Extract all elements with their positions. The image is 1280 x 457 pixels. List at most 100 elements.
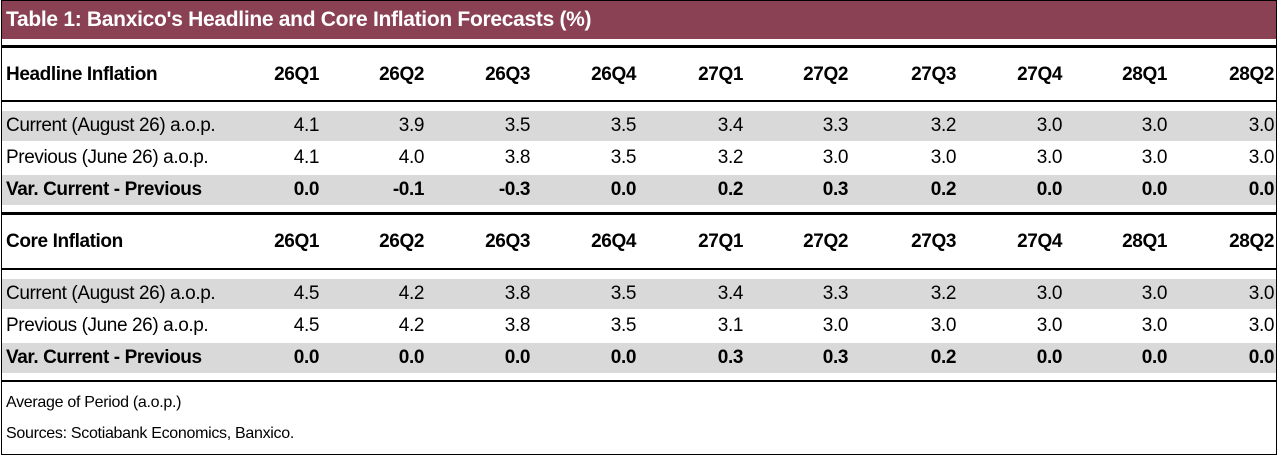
table-cell: 3.2: [930, 283, 957, 304]
divider: [2, 380, 1276, 382]
column-header: 26Q4: [591, 231, 636, 252]
table-cell: 3.5: [610, 315, 637, 336]
table-cell: 4.5: [293, 315, 320, 336]
table-cell: 3.0: [1141, 315, 1168, 336]
table-cell: 0.3: [822, 179, 849, 200]
table-row: Var. Current - Previous 0.0 0.0 0.0 0.0 …: [2, 343, 1276, 373]
table-cell: 0.0: [293, 347, 320, 368]
column-header: 28Q2: [1229, 64, 1274, 85]
divider: [2, 100, 1276, 102]
table-cell: 0.0: [610, 179, 637, 200]
table-cell: 4.1: [293, 115, 320, 136]
table-cell: 3.9: [398, 115, 425, 136]
column-header: 26Q1: [274, 64, 319, 85]
table-cell: 3.4: [717, 283, 744, 304]
table-cell: 4.2: [398, 283, 425, 304]
row-label: Var. Current - Previous: [6, 347, 202, 368]
row-label: Var. Current - Previous: [6, 179, 202, 200]
table-cell: 0.0: [1141, 347, 1168, 368]
table-cell: 3.0: [1036, 283, 1063, 304]
table-cell: 0.0: [1248, 179, 1275, 200]
row-label: Previous (June 26) a.o.p.: [6, 315, 209, 336]
table-cell: 3.4: [717, 115, 744, 136]
column-header: 27Q4: [1017, 231, 1062, 252]
table-cell: 0.0: [1248, 347, 1275, 368]
section-header-core: Core Inflation 26Q1 26Q2 26Q3 26Q4 27Q1 …: [2, 218, 1276, 266]
table-row: Previous (June 26) a.o.p. 4.1 4.0 3.8 3.…: [2, 143, 1276, 173]
table-cell: 3.8: [504, 283, 531, 304]
column-header: 27Q3: [911, 64, 956, 85]
table-cell: 0.0: [504, 347, 531, 368]
table-row: Previous (June 26) a.o.p. 4.5 4.2 3.8 3.…: [2, 311, 1276, 341]
column-header: 27Q2: [803, 64, 848, 85]
footnote-aop: Average of Period (a.o.p.): [6, 394, 182, 411]
table-cell: 3.0: [822, 315, 849, 336]
row-label: Current (August 26) a.o.p.: [6, 115, 216, 136]
column-header: 28Q2: [1229, 231, 1274, 252]
table-cell: 0.0: [1036, 347, 1063, 368]
table-cell: -0.1: [392, 179, 425, 200]
section-title: Core Inflation: [6, 231, 123, 252]
table-cell: 3.3: [822, 115, 849, 136]
table-cell: 3.0: [930, 147, 957, 168]
table-cell: 4.2: [398, 315, 425, 336]
column-header: 28Q1: [1122, 64, 1167, 85]
table-cell: 3.8: [504, 147, 531, 168]
section-title: Headline Inflation: [6, 64, 158, 85]
table-cell: 3.0: [1141, 115, 1168, 136]
row-label: Current (August 26) a.o.p.: [6, 283, 216, 304]
column-header: 26Q2: [379, 64, 424, 85]
table-cell: 3.0: [1248, 115, 1275, 136]
table-cell: 0.3: [717, 347, 744, 368]
column-header: 26Q1: [274, 231, 319, 252]
table-cell: 3.1: [717, 315, 744, 336]
table-row: Current (August 26) a.o.p. 4.5 4.2 3.8 3…: [2, 279, 1276, 309]
column-header: 26Q4: [591, 64, 636, 85]
table-cell: 3.0: [1036, 115, 1063, 136]
table-cell: -0.3: [498, 179, 531, 200]
column-header: 27Q2: [803, 231, 848, 252]
table-cell: 3.0: [1248, 283, 1275, 304]
table-cell: 3.8: [504, 315, 531, 336]
table-cell: 0.2: [717, 179, 744, 200]
column-header: 27Q1: [698, 64, 743, 85]
column-header: 27Q3: [911, 231, 956, 252]
table-cell: 3.5: [610, 115, 637, 136]
table-row: Current (August 26) a.o.p. 4.1 3.9 3.5 3…: [2, 111, 1276, 141]
table-cell: 4.0: [398, 147, 425, 168]
row-label: Previous (June 26) a.o.p.: [6, 147, 209, 168]
section-header-headline: Headline Inflation 26Q1 26Q2 26Q3 26Q4 2…: [2, 51, 1276, 99]
table-cell: 3.5: [610, 147, 637, 168]
table-cell: 3.0: [1036, 147, 1063, 168]
column-header: 26Q3: [485, 64, 530, 85]
divider: [2, 212, 1276, 215]
table-cell: 3.0: [1248, 147, 1275, 168]
table-cell: 3.0: [1036, 315, 1063, 336]
table-cell: 3.5: [504, 115, 531, 136]
table-cell: 3.0: [930, 315, 957, 336]
table-cell: 0.0: [398, 347, 425, 368]
divider: [2, 268, 1276, 270]
column-header: 26Q3: [485, 231, 530, 252]
table-cell: 3.3: [822, 283, 849, 304]
table-cell: 0.2: [930, 179, 957, 200]
table-row: Var. Current - Previous 0.0 -0.1 -0.3 0.…: [2, 175, 1276, 205]
divider: [2, 45, 1276, 48]
table-cell: 4.5: [293, 283, 320, 304]
footnote-sources: Sources: Scotiabank Economics, Banxico.: [6, 425, 295, 442]
table-cell: 0.0: [610, 347, 637, 368]
table-cell: 3.5: [610, 283, 637, 304]
column-header: 28Q1: [1122, 231, 1167, 252]
table-cell: 0.0: [1036, 179, 1063, 200]
column-header: 26Q2: [379, 231, 424, 252]
table-cell: 0.0: [293, 179, 320, 200]
column-header: 27Q4: [1017, 64, 1062, 85]
table-cell: 3.0: [1248, 315, 1275, 336]
table-cell: 3.0: [1141, 283, 1168, 304]
table-title: Table 1: Banxico's Headline and Core Inf…: [2, 1, 1276, 39]
table-cell: 3.0: [822, 147, 849, 168]
table-cell: 0.2: [930, 347, 957, 368]
table-cell: 3.2: [930, 115, 957, 136]
table-cell: 0.3: [822, 347, 849, 368]
